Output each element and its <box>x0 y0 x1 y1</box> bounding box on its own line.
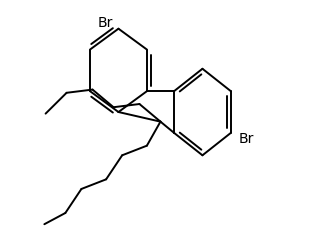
Text: Br: Br <box>238 132 254 146</box>
Text: Br: Br <box>98 16 113 30</box>
